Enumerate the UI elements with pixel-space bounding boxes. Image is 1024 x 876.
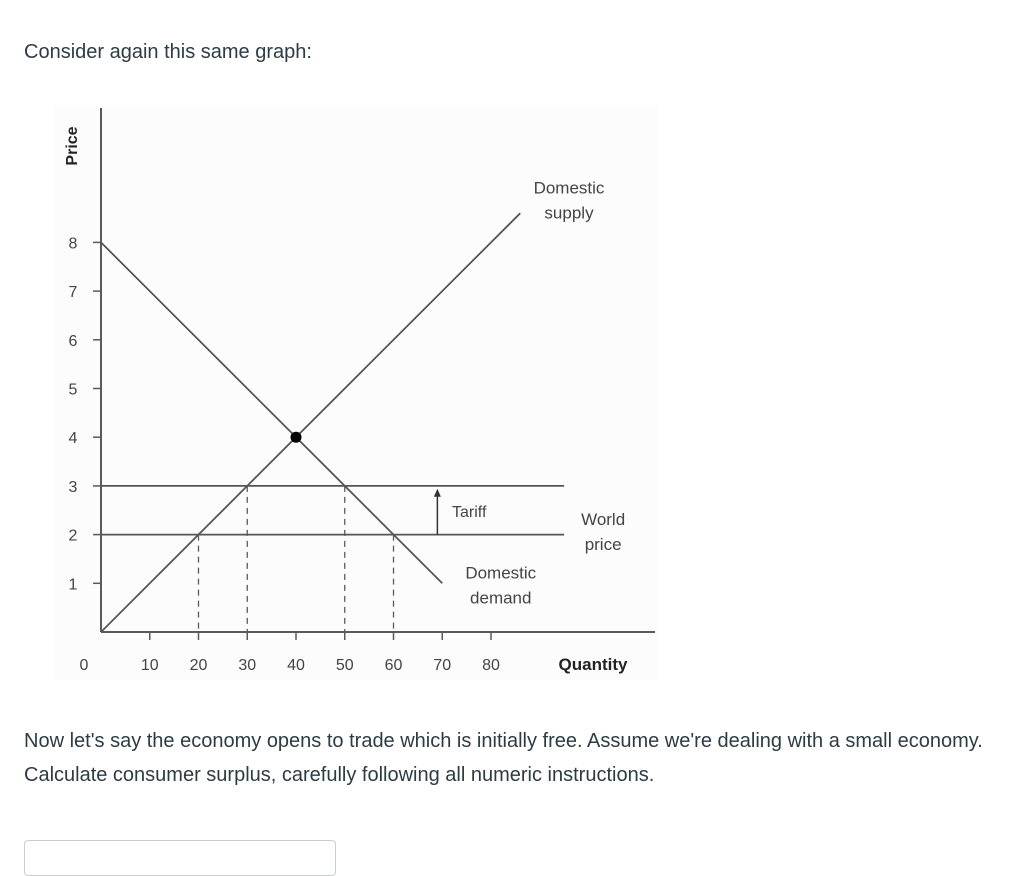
y-tick-label: 5: [69, 382, 78, 399]
x-tick-label: 70: [433, 657, 451, 674]
answer-input[interactable]: [24, 840, 336, 876]
y-tick-label: 3: [69, 479, 78, 496]
supply-demand-chart: 1 2 3 4 5 6 7 8 0 10 20 30 40 50 60 70 80 Price Quantity Do…: [54, 106, 658, 680]
tariff-arrowhead-icon: [433, 488, 441, 497]
x-tick-label: 30: [238, 657, 256, 674]
x-tick-label: 10: [141, 657, 159, 674]
equilibrium-point: [290, 431, 302, 443]
y-tick-label: 4: [69, 430, 78, 447]
question-text: Now let's say the economy opens to trade…: [24, 730, 983, 786]
world-price-label-line2: price: [585, 535, 622, 554]
domestic-demand-label: Domestic: [465, 563, 536, 582]
domestic-supply-label: Domestic: [534, 179, 605, 198]
x-tick-label: 20: [190, 657, 208, 674]
domestic-supply-line: [100, 212, 521, 633]
x-tick-label: 0: [80, 657, 89, 674]
domestic-demand-label-line2: demand: [470, 588, 531, 607]
y-tick-label: 6: [69, 333, 78, 350]
x-tick-label: 60: [385, 657, 403, 674]
y-axis-label: Price: [64, 126, 81, 165]
x-tick-label: 40: [287, 657, 305, 674]
y-tick-label: 2: [69, 528, 78, 545]
x-tick-label: 80: [482, 657, 500, 674]
y-tick-label: 7: [69, 284, 78, 301]
x-tick-label: 50: [336, 657, 354, 674]
domestic-supply-label-line2: supply: [544, 204, 594, 223]
y-tick-label: 1: [69, 576, 78, 593]
domestic-demand-line: [100, 241, 443, 584]
x-axis-label: Quantity: [559, 655, 628, 674]
y-tick-label: 8: [69, 235, 78, 252]
intro-text: Consider again this same graph:: [24, 41, 312, 63]
world-price-label: World: [581, 510, 625, 529]
tariff-label: Tariff: [452, 504, 487, 521]
